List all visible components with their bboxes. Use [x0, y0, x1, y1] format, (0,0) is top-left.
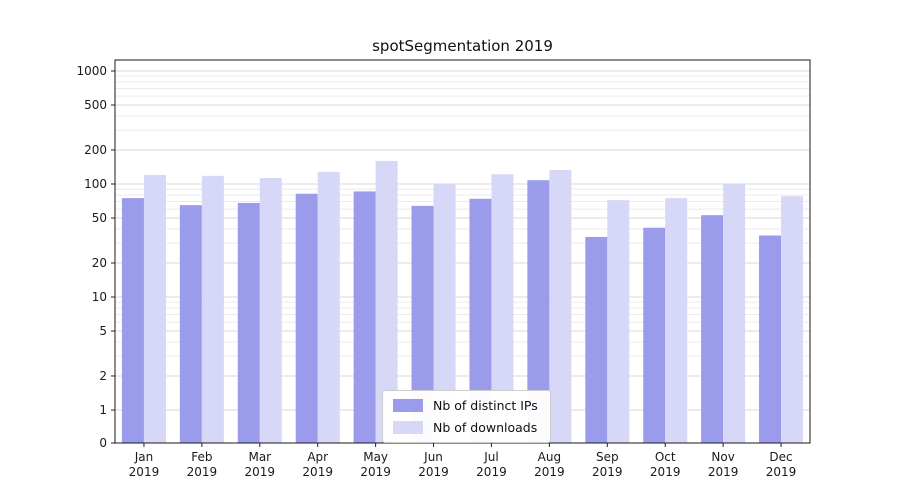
x-tick-label: Feb [191, 450, 212, 464]
x-tick-label: 2019 [766, 465, 797, 479]
bar-nb-of-distinct-ips-jun-2019 [411, 205, 434, 443]
x-tick-label: 2019 [476, 465, 507, 479]
x-tick-label: Oct [655, 450, 676, 464]
y-tick-label: 50 [92, 211, 107, 225]
x-tick-label: May [363, 450, 388, 464]
x-tick-label: Jan [134, 450, 154, 464]
legend-swatch-distinct-ips [393, 399, 423, 412]
bar-nb-of-downloads-oct-2019 [665, 198, 688, 443]
x-tick-label: 2019 [129, 465, 160, 479]
x-tick-label: Nov [711, 450, 734, 464]
x-tick-label: Sep [596, 450, 619, 464]
y-tick-label: 100 [84, 177, 107, 191]
bar-nb-of-downloads-nov-2019 [723, 184, 746, 443]
bar-nb-of-downloads-may-2019 [375, 160, 398, 443]
x-tick-label: Jul [483, 450, 498, 464]
bar-nb-of-distinct-ips-aug-2019 [527, 180, 550, 443]
x-tick-label: Apr [307, 450, 328, 464]
legend-label-downloads: Nb of downloads [433, 420, 538, 435]
y-tick-label: 500 [84, 98, 107, 112]
bar-nb-of-distinct-ips-sep-2019 [585, 236, 608, 443]
bar-nb-of-downloads-aug-2019 [549, 170, 572, 443]
bar-nb-of-distinct-ips-mar-2019 [237, 202, 260, 443]
x-tick-label: 2019 [187, 465, 218, 479]
bar-nb-of-distinct-ips-nov-2019 [701, 215, 724, 443]
bar-nb-of-downloads-sep-2019 [607, 200, 630, 443]
y-tick-label: 10 [92, 290, 107, 304]
y-tick-label: 0 [99, 436, 107, 450]
bar-nb-of-distinct-ips-apr-2019 [295, 193, 318, 443]
chart-title: spotSegmentation 2019 [372, 37, 553, 55]
bar-nb-of-distinct-ips-may-2019 [353, 191, 376, 443]
bar-nb-of-downloads-mar-2019 [259, 178, 282, 443]
bar-nb-of-distinct-ips-oct-2019 [643, 227, 666, 443]
bar-nb-of-distinct-ips-jan-2019 [121, 198, 144, 443]
x-tick-label: 2019 [302, 465, 333, 479]
bar-nb-of-downloads-jul-2019 [491, 174, 514, 443]
legend-swatch-downloads [393, 421, 423, 434]
legend-label-distinct-ips: Nb of distinct IPs [433, 398, 538, 413]
legend-item-distinct-ips: Nb of distinct IPs [393, 398, 538, 413]
y-tick-label: 1 [99, 403, 107, 417]
y-tick-label: 1000 [76, 64, 107, 78]
y-tick-label: 200 [84, 143, 107, 157]
bar-nb-of-downloads-dec-2019 [781, 196, 804, 443]
x-tick-label: 2019 [592, 465, 623, 479]
x-tick-label: 2019 [708, 465, 739, 479]
x-tick-label: 2019 [650, 465, 681, 479]
plot-border [114, 59, 811, 444]
y-tick-label: 5 [99, 324, 107, 338]
y-tick-label: 20 [92, 256, 107, 270]
legend: Nb of distinct IPs Nb of downloads [382, 390, 551, 443]
bar-nb-of-downloads-jan-2019 [143, 175, 166, 443]
legend-item-downloads: Nb of downloads [393, 420, 538, 435]
x-tick-label: Mar [248, 450, 271, 464]
x-tick-label: Jun [423, 450, 443, 464]
x-tick-label: 2019 [418, 465, 449, 479]
x-tick-label: 2019 [360, 465, 391, 479]
x-tick-label: 2019 [534, 465, 565, 479]
bar-nb-of-distinct-ips-dec-2019 [759, 235, 782, 443]
x-tick-label: 2019 [245, 465, 276, 479]
bar-nb-of-downloads-feb-2019 [201, 175, 224, 444]
bar-nb-of-downloads-jun-2019 [433, 183, 456, 443]
x-tick-label: Aug [538, 450, 561, 464]
x-tick-label: Dec [769, 450, 792, 464]
y-tick-label: 2 [99, 369, 107, 383]
bar-nb-of-distinct-ips-feb-2019 [179, 205, 202, 443]
bar-nb-of-distinct-ips-jul-2019 [469, 198, 492, 443]
bar-nb-of-downloads-apr-2019 [317, 171, 340, 444]
